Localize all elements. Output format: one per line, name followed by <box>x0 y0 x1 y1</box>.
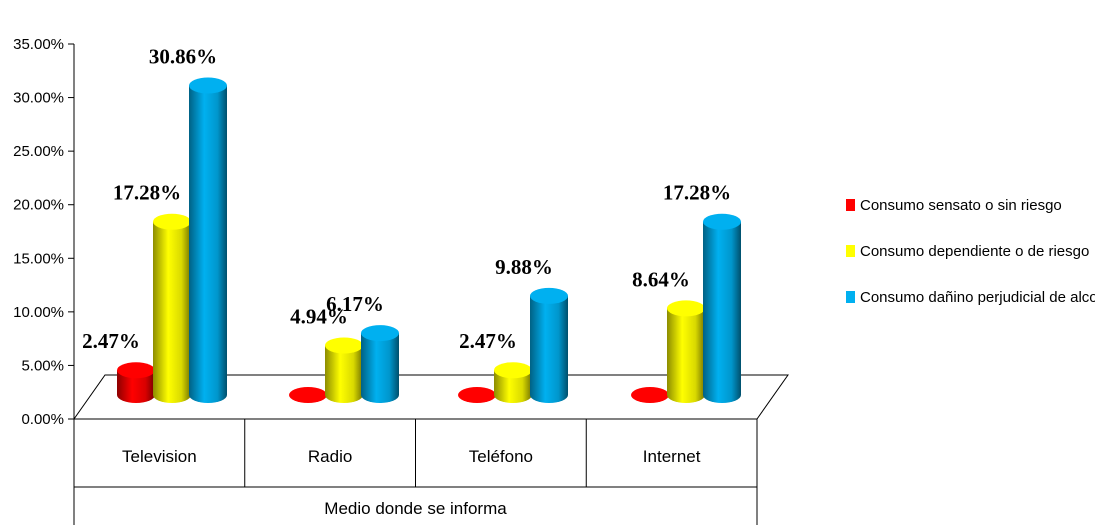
y-tick-label: 20.00% <box>13 197 64 214</box>
legend-item: Consumo dependiente o de riesgo <box>846 243 1089 260</box>
bar-body <box>189 85 227 404</box>
bar-body <box>153 221 191 403</box>
bar-top <box>325 337 363 354</box>
bar-top <box>703 213 741 230</box>
bar-body <box>325 345 363 403</box>
legend-item: Consumo sensato o sin riesgo <box>846 197 1062 214</box>
data-label: 30.86% <box>149 45 217 69</box>
bar-top <box>289 387 327 403</box>
bar-body <box>117 370 155 403</box>
bar <box>494 362 532 403</box>
bar-top <box>631 387 669 403</box>
y-tick-label: 0.00% <box>21 411 64 428</box>
bar <box>458 387 496 403</box>
legend-label: Consumo sensato o sin riesgo <box>860 197 1062 214</box>
bars <box>117 77 741 404</box>
bar <box>361 325 399 403</box>
legend-label: Consumo dañino perjudicial de alcohol <box>860 289 1095 306</box>
legend: Consumo sensato o sin riesgo Consumo depe… <box>846 197 1095 306</box>
y-tick-label: 15.00% <box>13 250 64 267</box>
bar <box>117 362 155 403</box>
data-labels: 2.47% 17.28% 4.94% 2.47% 8.64% 30.86% 6.17% 9.8… <box>82 45 731 354</box>
y-tick-label: 35.00% <box>13 36 64 53</box>
chart-floor <box>73 374 789 420</box>
bar-top <box>153 213 191 230</box>
category-label: Teléfono <box>469 447 533 466</box>
bar-body <box>703 221 741 403</box>
y-tick-label: 30.00% <box>13 90 64 107</box>
bar-body <box>361 333 399 403</box>
bar <box>325 337 363 403</box>
bar-top <box>189 77 227 94</box>
bar-top <box>117 362 155 379</box>
bar-body <box>530 295 568 403</box>
bar <box>189 77 227 404</box>
data-label: 2.47% <box>82 329 140 353</box>
data-label: 6.17% <box>326 292 384 316</box>
bar <box>153 213 191 403</box>
legend-label: Consumo dependiente o de riesgo <box>860 243 1089 260</box>
bar-body <box>667 308 705 403</box>
data-label: 2.47% <box>459 329 517 353</box>
y-tick-label: 25.00% <box>13 143 64 160</box>
bar-top <box>458 387 496 403</box>
bar <box>289 387 327 403</box>
bar-top <box>530 287 568 304</box>
axes: 0.00% 5.00% 10.00% 15.00% 20.00% 25.00% 30.00%… <box>13 36 789 525</box>
legend-swatch <box>846 245 855 257</box>
y-tick-label: 5.00% <box>21 357 64 374</box>
category-label: Television <box>122 447 197 466</box>
data-label: 8.64% <box>632 267 690 291</box>
legend-item: Consumo dañino perjudicial de alcohol <box>846 289 1095 306</box>
bar <box>631 387 669 403</box>
y-tick-label: 10.00% <box>13 304 64 321</box>
data-label: 17.28% <box>113 181 181 205</box>
data-label: 17.28% <box>663 181 731 205</box>
legend-swatch <box>846 291 855 303</box>
bar <box>667 300 705 403</box>
x-axis-title: Medio donde se informa <box>324 499 507 518</box>
category-label: Radio <box>308 447 352 466</box>
bar-top <box>494 362 532 379</box>
legend-swatch <box>846 199 855 211</box>
data-label: 9.88% <box>495 255 553 279</box>
bar <box>530 287 568 403</box>
bar-body <box>494 370 532 403</box>
bar <box>703 213 741 403</box>
category-label: Internet <box>643 447 701 466</box>
bar-top <box>361 325 399 342</box>
bar-top <box>667 300 705 317</box>
data-label: 4.94% <box>290 304 348 328</box>
